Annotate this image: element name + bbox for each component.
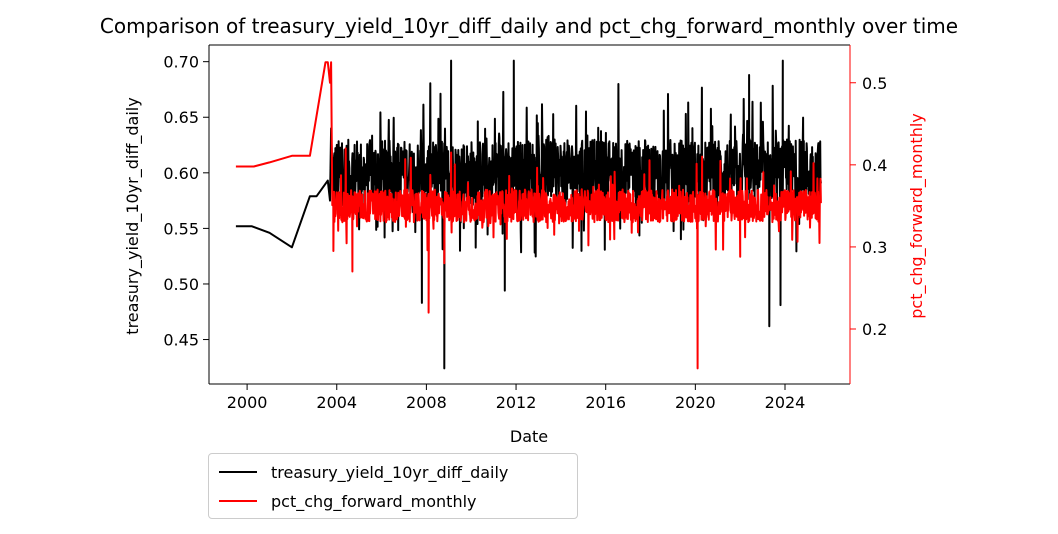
legend-label-pct-chg: pct_chg_forward_monthly	[271, 491, 477, 511]
legend-item-treasury: treasury_yield_10yr_diff_daily	[219, 461, 508, 483]
y-left-tick-label: 0.45	[163, 331, 199, 350]
x-tick-label: 2008	[406, 393, 447, 412]
y-right-tick-label: 0.3	[862, 238, 887, 257]
x-tick-label: 2000	[227, 393, 268, 412]
y-left-tick-label: 0.50	[163, 275, 199, 294]
legend: treasury_yield_10yr_diff_daily pct_chg_f…	[208, 453, 578, 519]
y-right-tick-label: 0.2	[862, 320, 887, 339]
x-tick-label: 2024	[765, 393, 806, 412]
x-tick-label: 2020	[675, 393, 716, 412]
legend-swatch-black	[219, 471, 257, 473]
plot-area: 2000 2004 2008 2012 2016 2020 2024 0.45 0.50 0.55…	[163, 44, 887, 412]
x-tick-label: 2016	[585, 393, 626, 412]
legend-label-treasury: treasury_yield_10yr_diff_daily	[271, 462, 509, 482]
series-line-pct-chg-forward	[235, 61, 822, 370]
x-tick-label: 2012	[496, 393, 537, 412]
chart-title: Comparison of treasury_yield_10yr_diff_d…	[100, 14, 958, 38]
x-tick-label: 2004	[316, 393, 357, 412]
y-right-tick-label: 0.5	[862, 74, 887, 93]
y-left-tick-label: 0.60	[163, 164, 199, 183]
y-left-tick-label: 0.65	[163, 108, 199, 127]
legend-swatch-red	[219, 500, 257, 502]
y-axis-label-left: treasury_yield_10yr_diff_daily	[123, 97, 143, 334]
x-axis-label: Date	[510, 427, 548, 446]
y-axis-label-right: pct_chg_forward_monthly	[907, 113, 927, 319]
legend-item-pct-chg: pct_chg_forward_monthly	[219, 490, 477, 512]
y-left-tick-label: 0.55	[163, 219, 199, 238]
y-left-tick-label: 0.70	[163, 53, 199, 72]
y-right-tick-label: 0.4	[862, 156, 887, 175]
